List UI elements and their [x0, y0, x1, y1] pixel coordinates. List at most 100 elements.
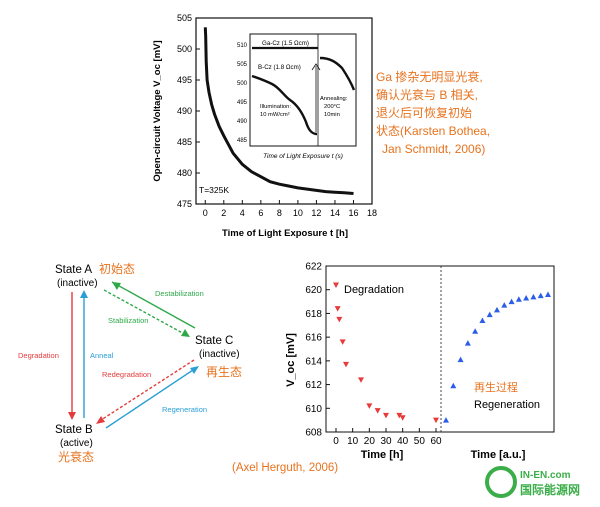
inset-y-tick-label: 510: [237, 43, 248, 49]
x-tick-label: 40: [397, 436, 409, 447]
y-tick-label: 480: [177, 168, 192, 178]
bottom-x-axis-label-left: Time [h]: [361, 449, 404, 461]
state-a-label: State A: [55, 264, 92, 276]
top-y-axis-label: Open-circuit Voltage V_oc [mV]: [152, 40, 163, 181]
inset-chart: 485 490 495 500 505 510 Ga-Cz (1.5 Ωcm) B-Cz …: [237, 33, 357, 160]
bottom-chart-frame: [325, 265, 555, 433]
x-tick-label: 10: [347, 436, 359, 447]
stabilization-arrow: [103, 289, 189, 337]
citation: (Axel Herguth, 2006): [232, 462, 339, 474]
watermark-logo: IN-EN.com 国际能源网: [484, 456, 596, 502]
inset-y-tick-label: 500: [237, 81, 248, 87]
degradation-label: Degradation: [18, 351, 59, 360]
inset-bcz-curve-before: [251, 74, 318, 136]
x-tick-label: 10: [293, 208, 303, 218]
x-tick-label: 60: [430, 436, 442, 447]
watermark-ring-icon: [485, 466, 517, 498]
stabilization-arrowhead: [181, 329, 190, 337]
degradation-point: [396, 412, 403, 419]
note-line: 确认光衰与 B 相关,: [376, 88, 479, 102]
inset-y-tick-label: 505: [237, 62, 248, 68]
state-diagram: State A (inactive) 初始态 State C (inactive…: [18, 262, 242, 464]
degradation-point: [383, 412, 389, 419]
anneal-label: Anneal: [90, 351, 114, 360]
top-x-ticks: 0 2 4 6 8 10 12 14 16 18: [203, 200, 377, 218]
regeneration-point: [515, 296, 522, 302]
state-c-label: State C: [195, 335, 233, 347]
bottom-degradation-label: Degradation: [344, 284, 404, 296]
regeneration-point: [443, 417, 449, 423]
degradation-arrowhead: [68, 412, 76, 420]
degradation-point: [339, 339, 346, 345]
y-tick-label: 500: [177, 44, 192, 54]
inset-illum-label-1: Illumination:: [260, 104, 291, 110]
degradation-point: [336, 316, 343, 323]
degradation-point: [366, 403, 373, 409]
bottom-regeneration-label: Regeneration: [474, 399, 540, 411]
y-tick-label: 616: [305, 333, 322, 344]
state-a-cn: 初始态: [99, 262, 135, 276]
regeneration-point: [486, 311, 493, 318]
inset-y-tick-label: 490: [237, 119, 248, 125]
inset-annealing-arrowhead: [311, 63, 321, 71]
top-x-axis-label: Time of Light Exposure t [h]: [222, 228, 348, 239]
inset-anneal-label-1: Annealing:: [320, 96, 348, 102]
regeneration-point: [479, 317, 486, 324]
x-tick-label: 50: [414, 436, 426, 447]
bottom-y-axis-label: V_oc [mV]: [285, 333, 297, 387]
inset-y-ticks: 485 490 495 500 505 510: [237, 43, 248, 144]
regeneration-point: [523, 295, 530, 301]
regeneration-point: [457, 356, 464, 363]
redegradation-arrow: [97, 359, 195, 423]
y-tick-label: 475: [177, 199, 192, 209]
destabilization-label: Destabilization: [155, 289, 204, 298]
state-a-sub: (inactive): [57, 278, 98, 289]
regeneration-point: [464, 340, 471, 346]
state-b-sub: (active): [60, 438, 93, 449]
x-tick-label: 4: [240, 208, 245, 218]
redegradation-arrowhead: [96, 416, 105, 424]
top-chart: 475 480 485 490 495 500 505 0 2 4 6 8 10 12 14 16 18 Op…: [152, 13, 377, 239]
bottom-x-ticks: 0 10 20 30 40 50 60: [333, 428, 442, 447]
annotation-note: Ga 掺杂无明显光衰, 确认光衰与 B 相关, 退火后可恢复初始 状态(Kars…: [376, 68, 490, 158]
regeneration-point: [545, 291, 551, 297]
destabilization-arrow: [111, 281, 196, 329]
watermark-text-en: IN-EN.com: [520, 470, 571, 481]
state-b-label: State B: [55, 424, 93, 436]
note-line: 状态(Karsten Bothea,: [376, 124, 491, 138]
note-line: 退火后可恢复初始: [376, 106, 473, 120]
regeneration-point: [530, 293, 537, 300]
x-tick-label: 20: [364, 436, 376, 447]
inset-frame: [249, 33, 357, 147]
temperature-label: T=325K: [199, 185, 229, 195]
inset-anneal-label-2: 200°C: [324, 104, 340, 110]
x-tick-label: 18: [367, 208, 377, 218]
x-tick-label: 8: [277, 208, 282, 218]
state-c-cn: 再生态: [206, 365, 242, 379]
regeneration-point: [501, 302, 508, 308]
regeneration-arrow: [105, 367, 197, 429]
degradation-point: [343, 361, 349, 368]
x-tick-label: 16: [348, 208, 358, 218]
y-tick-label: 618: [305, 309, 322, 320]
inset-gacz-label: Ga-Cz (1.5 Ωcm): [262, 40, 309, 47]
x-tick-label: 14: [330, 208, 340, 218]
top-y-ticks: 475 480 485 490 495 500 505: [177, 13, 200, 209]
regeneration-point: [494, 306, 500, 313]
regeneration-arrowhead: [190, 366, 199, 374]
stabilization-label: Stabilization: [108, 316, 148, 325]
regeneration-point: [537, 292, 544, 299]
bottom-y-ticks: 608 610 612 614 616 618 620 622: [305, 262, 330, 439]
degradation-point: [374, 408, 381, 414]
degradation-point: [433, 417, 439, 424]
y-tick-label: 614: [305, 356, 322, 367]
y-tick-label: 622: [305, 262, 322, 273]
degradation-point: [334, 306, 341, 312]
state-b-cn: 光衰态: [58, 449, 94, 464]
note-line: Jan Schmidt, 2006): [382, 142, 486, 156]
degradation-point: [333, 282, 339, 288]
anneal-arrowhead: [80, 290, 88, 298]
degradation-point: [358, 377, 364, 383]
destabilization-arrowhead: [112, 282, 121, 290]
